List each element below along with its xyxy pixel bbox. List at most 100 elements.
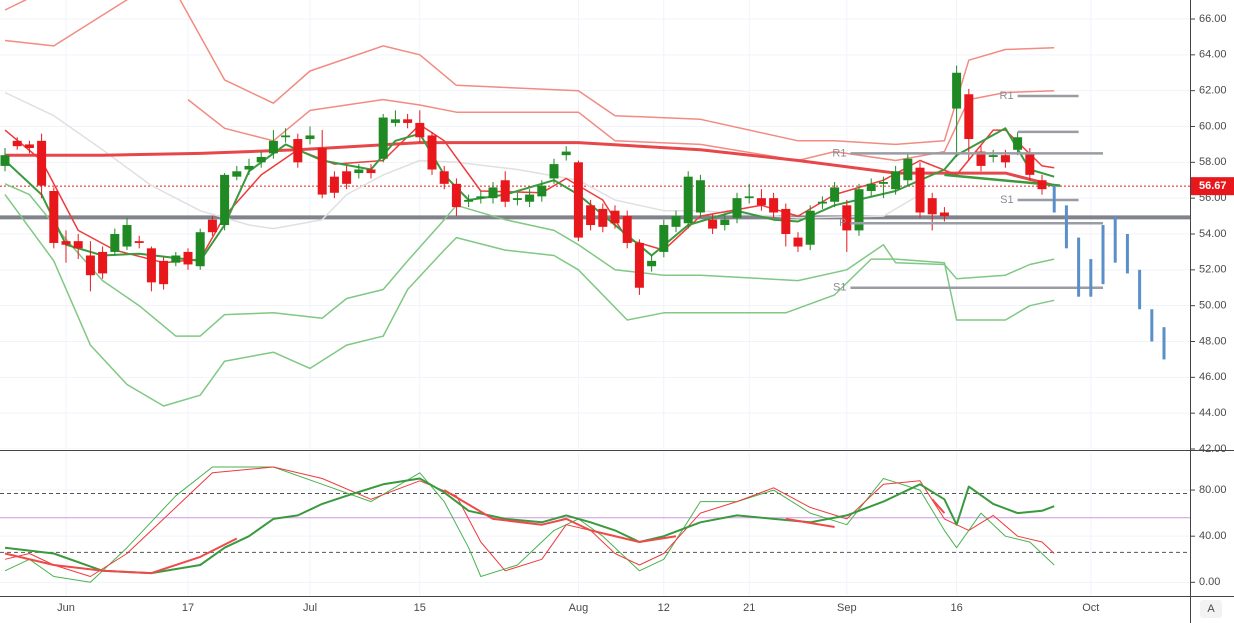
candle-body — [720, 219, 730, 226]
candle-body — [817, 201, 827, 204]
y-tick-label: 46.00 — [1199, 371, 1227, 383]
candle-body — [952, 72, 962, 109]
candle-body — [122, 225, 132, 247]
pivot-label: R1 — [832, 147, 846, 159]
candle-body — [232, 171, 242, 177]
candle-body — [110, 233, 120, 252]
candle-body — [464, 199, 474, 202]
candle-body — [415, 122, 425, 138]
x-tick-label: 12 — [658, 602, 670, 614]
y-tick-label: 60.00 — [1199, 120, 1227, 132]
candle-body — [256, 156, 266, 163]
candle-body — [683, 176, 693, 224]
candle-body — [647, 260, 657, 267]
projection-bar — [1125, 233, 1129, 274]
candle-body — [659, 225, 669, 252]
candle-body — [378, 117, 388, 159]
candle-body — [171, 255, 181, 263]
candle-body — [854, 189, 864, 231]
candle-body — [1000, 155, 1010, 163]
indicator-line — [4, 489, 946, 575]
y-tick-label: 62.00 — [1199, 85, 1227, 97]
candle-body — [73, 241, 83, 249]
candle-body — [268, 140, 278, 154]
indicator-line — [4, 0, 1055, 162]
pivot-label: S1 — [833, 282, 846, 294]
candle-body — [793, 237, 803, 247]
indicator-line — [4, 91, 921, 230]
candle-body — [671, 216, 681, 227]
y-tick-label: 52.00 — [1199, 264, 1227, 276]
candle-body — [549, 164, 559, 179]
candle-body — [866, 183, 876, 191]
candle-body — [329, 176, 339, 193]
x-tick-label: Aug — [569, 602, 589, 614]
projection-bar — [1150, 309, 1154, 342]
candle-body — [842, 205, 852, 231]
candle-body — [744, 196, 754, 199]
candle-body — [427, 135, 437, 170]
candle-body — [317, 147, 327, 195]
y-tick-label: 0.00 — [1199, 576, 1220, 588]
last-price-label: 56.67 — [1199, 180, 1227, 192]
projection-bar — [1113, 216, 1117, 263]
candle-body — [964, 94, 974, 140]
candle-body — [244, 165, 254, 170]
projection-bar — [1138, 269, 1142, 310]
projection-bar — [1077, 237, 1081, 297]
candle-body — [293, 139, 303, 163]
indicator-line — [4, 194, 1055, 407]
candle-body — [830, 187, 840, 202]
auto-scale-label[interactable]: A — [1207, 603, 1215, 615]
x-tick-label: Jun — [57, 602, 75, 614]
projection-bar — [1162, 327, 1166, 360]
projection-bar — [1089, 259, 1093, 297]
price-pane: R1 P S1 R1 S1 — [0, 0, 1190, 449]
y-tick-label: 40.00 — [1199, 530, 1227, 542]
candle-body — [525, 194, 535, 202]
auto-scale-button[interactable] — [1200, 600, 1222, 618]
candle-body — [390, 119, 400, 123]
candle-body — [1013, 137, 1023, 150]
candle-body — [281, 135, 291, 138]
candle-body — [1037, 180, 1047, 190]
y-tick-label: 44.00 — [1199, 407, 1227, 419]
candle-body — [61, 241, 71, 245]
candle-body — [342, 171, 352, 184]
candle-body — [195, 232, 205, 267]
candle-body — [0, 155, 10, 166]
x-tick-label: Oct — [1082, 602, 1099, 614]
candle-body — [878, 182, 888, 184]
candle-body — [207, 219, 217, 233]
indicator-line — [4, 183, 1055, 337]
candle-body — [183, 251, 193, 265]
last-price-box — [1191, 177, 1234, 196]
oscillator-pane — [0, 452, 1190, 595]
candle-body — [305, 135, 315, 140]
candle-body — [903, 158, 913, 181]
candle-body — [939, 212, 949, 217]
candle-body — [366, 169, 376, 174]
candle-body — [85, 255, 95, 276]
candle-body — [805, 210, 815, 245]
candle-body — [756, 198, 766, 206]
projection-bar — [1064, 205, 1068, 249]
candle-body — [598, 208, 608, 227]
candle-body — [769, 198, 779, 213]
candle-body — [134, 241, 144, 243]
candle-body — [488, 187, 498, 199]
candle-body — [561, 151, 571, 156]
y-tick-label: 50.00 — [1199, 300, 1227, 312]
candle-body — [891, 171, 901, 190]
pivot-label: S1 — [1000, 194, 1013, 206]
candle-body — [512, 198, 522, 200]
candle-body — [537, 185, 547, 197]
x-tick-label: Jul — [303, 602, 317, 614]
candle-body — [708, 219, 718, 229]
x-tick-label: 15 — [414, 602, 426, 614]
candle-body — [573, 162, 583, 238]
candle-body — [976, 151, 986, 166]
candle-body — [439, 171, 449, 184]
y-tick-label: 42.00 — [1199, 443, 1227, 455]
